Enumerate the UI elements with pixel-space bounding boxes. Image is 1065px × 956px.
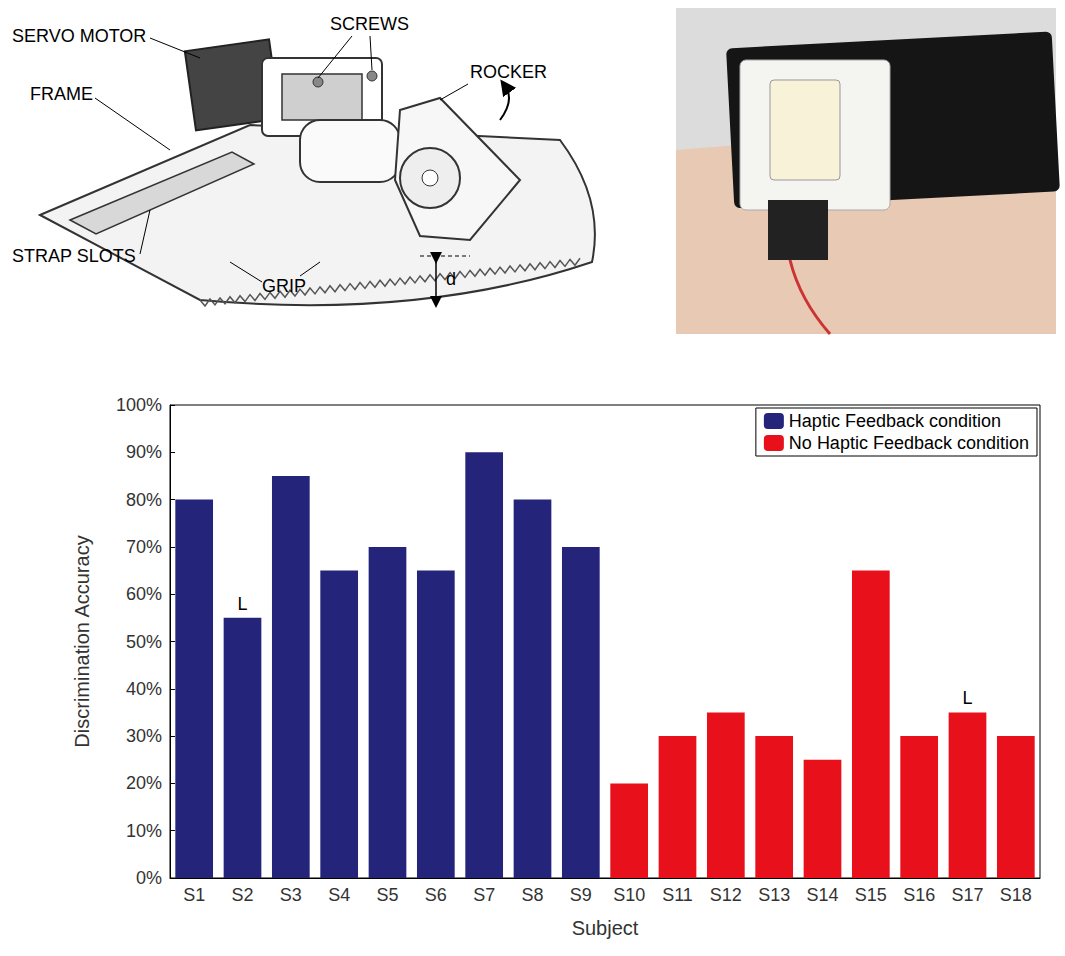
svg-text:S17: S17 xyxy=(951,885,983,905)
svg-text:GRIP: GRIP xyxy=(262,276,306,296)
svg-text:d: d xyxy=(446,269,456,289)
svg-text:70%: 70% xyxy=(126,537,162,557)
svg-text:S18: S18 xyxy=(1000,885,1032,905)
svg-text:No Haptic Feedback condition: No Haptic Feedback condition xyxy=(789,433,1029,453)
svg-text:40%: 40% xyxy=(126,679,162,699)
svg-text:Subject: Subject xyxy=(572,917,639,939)
svg-text:S8: S8 xyxy=(521,885,543,905)
svg-text:S11: S11 xyxy=(662,885,693,905)
svg-text:S14: S14 xyxy=(806,885,838,905)
svg-text:FRAME: FRAME xyxy=(30,84,93,104)
svg-text:S2: S2 xyxy=(231,885,253,905)
svg-text:S15: S15 xyxy=(855,885,887,905)
svg-text:S12: S12 xyxy=(710,885,742,905)
svg-text:S1: S1 xyxy=(183,885,205,905)
svg-text:S4: S4 xyxy=(328,885,350,905)
svg-text:80%: 80% xyxy=(126,490,162,510)
svg-text:S9: S9 xyxy=(570,885,592,905)
svg-text:SERVO MOTOR: SERVO MOTOR xyxy=(12,26,146,46)
svg-text:S5: S5 xyxy=(376,885,398,905)
svg-text:S7: S7 xyxy=(473,885,495,905)
svg-text:L: L xyxy=(962,688,972,708)
svg-text:S13: S13 xyxy=(758,885,790,905)
svg-text:L: L xyxy=(237,594,247,614)
svg-text:SCREWS: SCREWS xyxy=(330,14,409,34)
svg-text:30%: 30% xyxy=(126,726,162,746)
svg-text:90%: 90% xyxy=(126,442,162,462)
svg-text:20%: 20% xyxy=(126,773,162,793)
svg-text:S6: S6 xyxy=(425,885,447,905)
svg-text:STRAP SLOTS: STRAP SLOTS xyxy=(12,246,136,266)
svg-text:ROCKER: ROCKER xyxy=(470,62,547,82)
svg-text:100%: 100% xyxy=(116,395,162,415)
svg-text:50%: 50% xyxy=(126,632,162,652)
svg-text:S10: S10 xyxy=(613,885,645,905)
svg-text:S16: S16 xyxy=(903,885,935,905)
svg-text:60%: 60% xyxy=(126,584,162,604)
svg-text:S3: S3 xyxy=(280,885,302,905)
svg-text:0%: 0% xyxy=(136,868,162,888)
svg-text:Discrimination Accuracy: Discrimination Accuracy xyxy=(71,535,93,747)
svg-text:Haptic Feedback condition: Haptic Feedback condition xyxy=(789,411,1001,431)
svg-text:10%: 10% xyxy=(126,821,162,841)
